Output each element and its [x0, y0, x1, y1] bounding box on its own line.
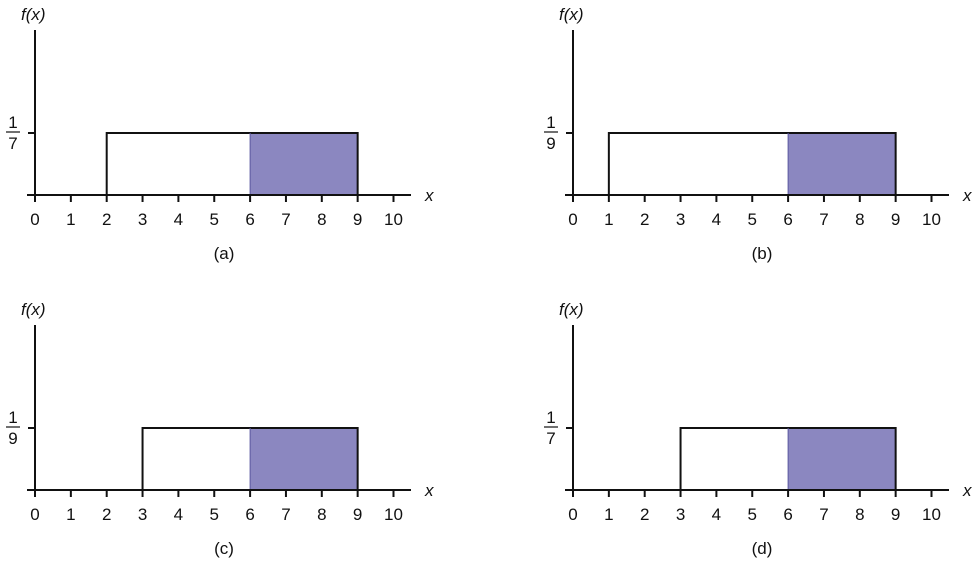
x-tick-label: 7	[819, 210, 828, 229]
shaded-region	[788, 133, 896, 195]
x-tick-label: 0	[568, 210, 577, 229]
x-tick-label: 8	[317, 505, 326, 524]
panel-label: (c)	[214, 539, 234, 558]
x-axis-label: x	[962, 481, 972, 500]
x-tick-label: 3	[138, 505, 147, 524]
x-axis-label: x	[424, 186, 434, 205]
density-denominator: 7	[8, 134, 17, 153]
x-tick-label: 9	[891, 210, 900, 229]
density-numerator: 1	[546, 408, 555, 427]
x-tick-label: 10	[384, 210, 403, 229]
x-tick-label: 5	[748, 210, 757, 229]
x-tick-label: 2	[102, 210, 111, 229]
chart-panel-c: 0 1 2 3 4 5 6 7 8 9 10 f(x) x 1 9 (c)	[6, 300, 434, 558]
y-axis-label: f(x)	[21, 300, 46, 319]
x-tick-label: 9	[353, 210, 362, 229]
x-tick-label: 10	[922, 210, 941, 229]
density-numerator: 1	[8, 113, 17, 132]
x-tick-label: 2	[102, 505, 111, 524]
density-numerator: 1	[8, 408, 17, 427]
x-tick-label: 6	[783, 210, 792, 229]
x-tick-label: 6	[245, 505, 254, 524]
x-tick-label: 1	[66, 505, 75, 524]
shaded-region	[788, 428, 896, 490]
x-tick-label: 8	[855, 210, 864, 229]
density-denominator: 9	[546, 134, 555, 153]
x-tick-label: 3	[676, 505, 685, 524]
y-axis-label: f(x)	[21, 5, 46, 24]
x-tick-label: 0	[30, 505, 39, 524]
x-tick-label: 10	[384, 505, 403, 524]
shaded-region	[250, 133, 358, 195]
x-tick-label: 6	[245, 210, 254, 229]
x-tick-label: 7	[819, 505, 828, 524]
density-denominator: 9	[8, 429, 17, 448]
x-tick-label: 2	[640, 505, 649, 524]
x-tick-label: 1	[604, 505, 613, 524]
x-tick-label: 1	[66, 210, 75, 229]
x-tick-label: 6	[783, 505, 792, 524]
density-denominator: 7	[546, 429, 555, 448]
chart-panel-a: 0 1 2 3 4 5 6 7 8 9 10 f(x) x 1 7 (a)	[6, 5, 434, 263]
x-tick-label: 9	[891, 505, 900, 524]
x-tick-label: 8	[855, 505, 864, 524]
panel-label: (b)	[752, 244, 773, 263]
panel-label: (a)	[214, 244, 235, 263]
y-axis-label: f(x)	[559, 300, 584, 319]
x-tick-label: 5	[748, 505, 757, 524]
x-axis-label: x	[424, 481, 434, 500]
density-numerator: 1	[546, 113, 555, 132]
chart-panel-b: 0 1 2 3 4 5 6 7 8 9 10 f(x) x 1 9 (b)	[544, 5, 972, 263]
x-tick-label: 7	[281, 210, 290, 229]
x-tick-label: 0	[30, 210, 39, 229]
panel-label: (d)	[752, 539, 773, 558]
x-tick-label: 0	[568, 505, 577, 524]
x-tick-label: 2	[640, 210, 649, 229]
x-tick-label: 5	[210, 210, 219, 229]
x-tick-label: 4	[174, 210, 183, 229]
y-axis-label: f(x)	[559, 5, 584, 24]
x-tick-label: 3	[676, 210, 685, 229]
x-tick-label: 3	[138, 210, 147, 229]
x-tick-label: 4	[712, 505, 721, 524]
x-tick-label: 5	[210, 505, 219, 524]
x-tick-label: 4	[712, 210, 721, 229]
x-tick-label: 9	[353, 505, 362, 524]
x-tick-label: 4	[174, 505, 183, 524]
x-axis-label: x	[962, 186, 972, 205]
x-tick-label: 1	[604, 210, 613, 229]
x-tick-label: 10	[922, 505, 941, 524]
shaded-region	[250, 428, 358, 490]
x-tick-label: 7	[281, 505, 290, 524]
x-tick-label: 8	[317, 210, 326, 229]
chart-panel-d: 0 1 2 3 4 5 6 7 8 9 10 f(x) x 1 7 (d)	[544, 300, 972, 558]
